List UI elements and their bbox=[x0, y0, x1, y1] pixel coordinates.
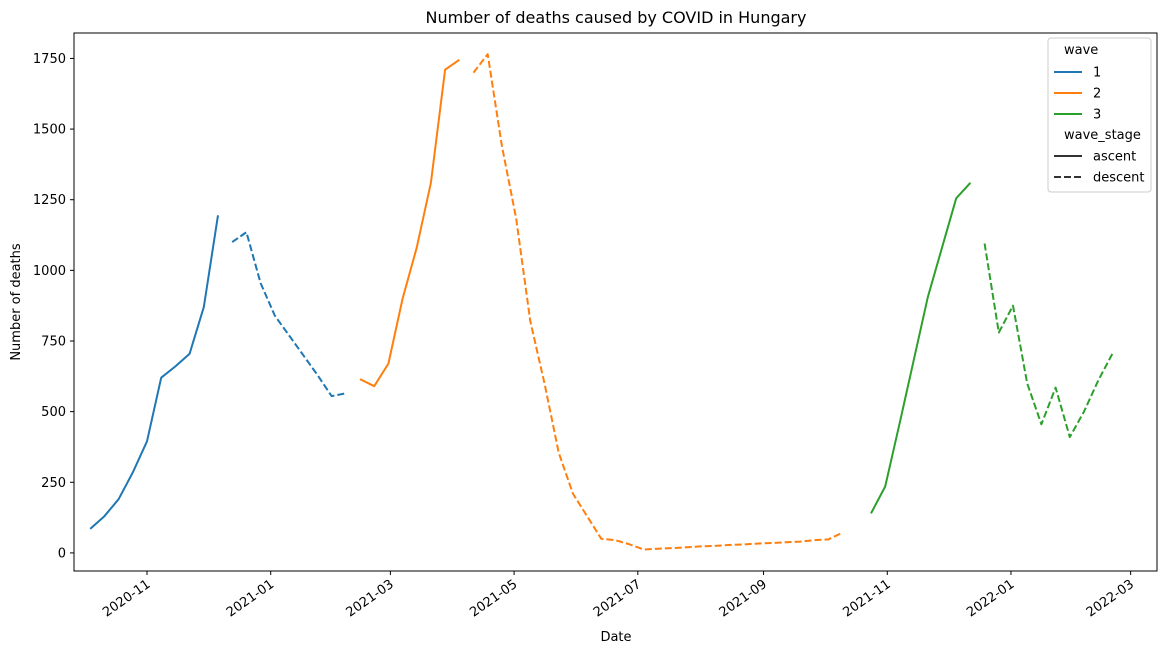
y-tick-label: 1500 bbox=[33, 123, 66, 138]
series-line-wave-1-descent bbox=[231, 231, 346, 398]
y-tick-label: 0 bbox=[58, 546, 66, 561]
legend-label-descent: descent bbox=[1093, 171, 1145, 186]
x-tick-label: 2021-09 bbox=[717, 577, 770, 620]
plot-area bbox=[73, 32, 1158, 572]
y-axis: 0 250 500 750 1000 1250 1500 1750 bbox=[33, 52, 74, 561]
x-tick-label: 2021-01 bbox=[224, 577, 277, 620]
y-tick-label: 1250 bbox=[33, 193, 66, 208]
legend-label-wave-3: 3 bbox=[1093, 108, 1101, 123]
legend-style-title: wave_stage bbox=[1064, 128, 1141, 143]
legend-label-wave-1: 1 bbox=[1093, 66, 1101, 81]
legend: wave wave_stage 1 2 3 ascent descent bbox=[1047, 37, 1152, 193]
x-axis: 2020-11 2021-01 2021-03 2021-05 2021-07 2021-… bbox=[100, 571, 1137, 620]
legend-label-wave-2: 2 bbox=[1093, 87, 1101, 102]
series-line-wave-3-descent bbox=[983, 243, 1114, 439]
chart-title: Number of deaths caused by COVID in Hung… bbox=[426, 8, 807, 27]
x-tick-label: 2021-07 bbox=[591, 577, 644, 620]
x-tick-label: 2022-03 bbox=[1084, 577, 1137, 620]
y-tick-label: 250 bbox=[41, 476, 66, 491]
legend-label-ascent: ascent bbox=[1093, 150, 1136, 165]
legend-hue-title: wave bbox=[1064, 43, 1098, 58]
x-tick-label: 2021-11 bbox=[840, 577, 893, 620]
series-line-wave-3-ascent bbox=[870, 182, 972, 514]
y-tick-label: 500 bbox=[41, 405, 66, 420]
y-tick-label: 750 bbox=[41, 334, 66, 349]
y-axis-title: Number of deaths bbox=[9, 243, 24, 361]
x-tick-label: 2020-11 bbox=[100, 577, 153, 620]
series-line-wave-2-descent bbox=[472, 53, 844, 551]
series-line-wave-1-ascent bbox=[89, 215, 219, 530]
y-tick-label: 1000 bbox=[33, 264, 66, 279]
x-tick-label: 2021-03 bbox=[344, 577, 397, 620]
series-line-wave-2-ascent bbox=[359, 58, 460, 388]
x-axis-title: Date bbox=[600, 630, 631, 645]
legend-box bbox=[1047, 37, 1152, 193]
x-tick-label: 2022-01 bbox=[964, 577, 1017, 620]
plot-lines bbox=[89, 53, 1114, 551]
x-tick-label: 2021-05 bbox=[467, 577, 520, 620]
y-tick-label: 1750 bbox=[33, 52, 66, 67]
